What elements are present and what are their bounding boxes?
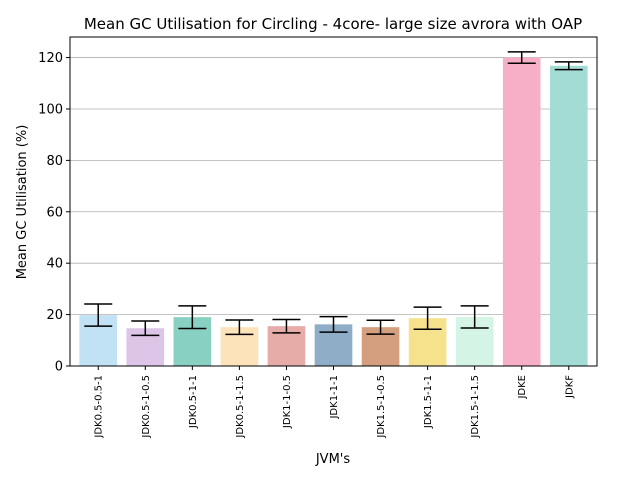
x-axis-label: JVM's xyxy=(315,452,351,467)
error-bars xyxy=(84,51,583,337)
x-tick-label: JDK1.5-1-1 xyxy=(423,375,434,429)
x-tick-label: JDK0.5-1-1.5 xyxy=(235,375,246,439)
bar xyxy=(549,65,588,366)
bar xyxy=(502,57,541,366)
x-axis-ticks: JDK0.5-0.5-1 JDK0.5-1-0.5 JDK0.5-1-1 JDK0.5… xyxy=(94,366,575,439)
y-tick-label: 0 xyxy=(55,360,63,375)
y-tick-label: 100 xyxy=(38,102,63,117)
x-tick-label: JDK0.5-0.5-1 xyxy=(94,375,105,439)
x-tick-label: JDK1-1-0.5 xyxy=(282,375,293,429)
y-tick-label: 60 xyxy=(46,205,63,220)
x-tick-label: JDKF xyxy=(564,375,575,399)
x-tick-label: JDK0.5-1-0.5 xyxy=(141,375,152,439)
x-tick-label: JDK1.5-1-1.5 xyxy=(470,375,481,439)
y-tick-label: 40 xyxy=(46,257,63,272)
chart-title: Mean GC Utilisation for Circling - 4core… xyxy=(84,15,582,33)
y-tick-label: 20 xyxy=(46,308,63,323)
x-tick-label: JDK1.5-1-0.5 xyxy=(376,375,387,439)
x-tick-label: JDK0.5-1-1 xyxy=(188,375,199,429)
y-tick-label: 80 xyxy=(46,154,63,169)
y-axis-label: Mean GC Utilisation (%) xyxy=(15,125,30,280)
x-tick-label: JDKE xyxy=(517,375,528,400)
y-axis-ticks: 0 20 40 60 80 100 120 xyxy=(38,51,70,375)
bars xyxy=(79,57,588,366)
x-tick-label: JDK1-1-1 xyxy=(329,375,340,420)
y-tick-label: 120 xyxy=(38,51,63,66)
